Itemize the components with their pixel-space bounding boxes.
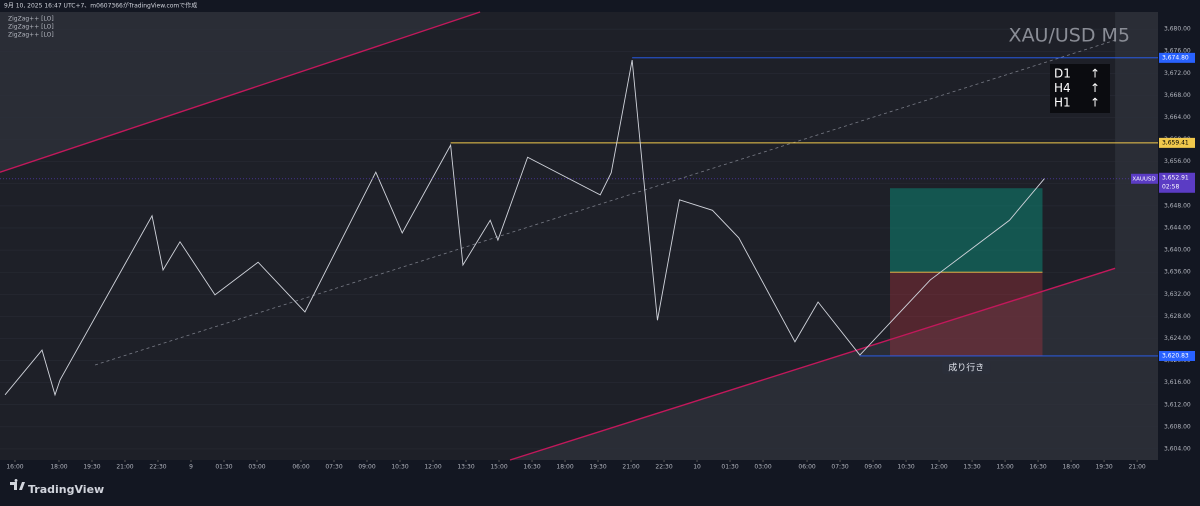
header: 9月 10, 2025 16:47 UTC+7、m0607366がTrading… xyxy=(4,2,197,10)
trend-arrow: ↑ xyxy=(1090,81,1100,95)
y-tick-label: 3,612.00 xyxy=(1164,401,1191,408)
take-profit-zone xyxy=(890,188,1043,273)
timeframe: D1 xyxy=(1054,67,1071,81)
x-tick-label: 19:30 xyxy=(589,464,606,471)
x-tick-label: 15:00 xyxy=(490,464,507,471)
x-tick-label: 13:30 xyxy=(457,464,474,471)
y-tick-label: 3,604.00 xyxy=(1164,445,1191,452)
trend-arrow: ↑ xyxy=(1090,96,1100,110)
y-tick-label: 3,672.00 xyxy=(1164,70,1191,77)
y-tick-label: 3,640.00 xyxy=(1164,247,1191,254)
trendline xyxy=(509,267,1116,461)
trendline xyxy=(94,39,1116,366)
x-tick-label: 22:30 xyxy=(655,464,672,471)
x-tick-label: 10 xyxy=(693,464,701,471)
x-tick-label: 22:30 xyxy=(149,464,166,471)
x-tick-label: 18:00 xyxy=(556,464,573,471)
y-tick-label: 3,632.00 xyxy=(1164,291,1191,298)
trend-arrow: ↑ xyxy=(1090,67,1100,81)
x-tick-label: 06:00 xyxy=(292,464,309,471)
indicator-label: ZigZag++ [LO] xyxy=(8,16,54,23)
x-tick-label: 19:30 xyxy=(1095,464,1112,471)
y-tick-label: 3,628.00 xyxy=(1164,313,1191,320)
y-tick-label: 3,648.00 xyxy=(1164,202,1191,209)
level-label-bg xyxy=(1159,52,1195,63)
y-tick-label: 3,616.00 xyxy=(1164,379,1191,386)
x-tick-label: 9 xyxy=(189,464,193,471)
x-tick-label: 12:00 xyxy=(424,464,441,471)
x-tick-label: 16:30 xyxy=(1029,464,1046,471)
x-tick-label: 09:00 xyxy=(864,464,881,471)
x-tick-label: 21:00 xyxy=(1128,464,1145,471)
y-tick-label: 3,676.00 xyxy=(1164,48,1191,55)
level-label-bg xyxy=(1159,137,1195,148)
x-tick-label: 13:30 xyxy=(963,464,980,471)
indicator-label: ZigZag++ [LO] xyxy=(8,32,54,39)
last-price-label: 3,652.91 xyxy=(1162,174,1189,181)
countdown: 02:58 xyxy=(1162,183,1179,190)
chart-title: XAU/USD M5 xyxy=(1009,25,1130,47)
symbol-label-bg xyxy=(1131,173,1158,184)
x-tick-label: 18:00 xyxy=(50,464,67,471)
y-tick-label: 3,608.00 xyxy=(1164,423,1191,430)
x-tick-label: 01:30 xyxy=(721,464,738,471)
x-tick-label: 01:30 xyxy=(215,464,232,471)
timeframe: H4 xyxy=(1054,81,1071,95)
x-tick-label: 15:00 xyxy=(996,464,1013,471)
x-tick-label: 19:30 xyxy=(83,464,100,471)
plot: 成り行き xyxy=(0,11,1158,461)
x-tick-label: 09:00 xyxy=(358,464,375,471)
x-tick-label: 07:30 xyxy=(325,464,342,471)
x-tick-label: 10:30 xyxy=(391,464,408,471)
y-tick-label: 3,624.00 xyxy=(1164,335,1191,342)
last-price-bg xyxy=(1159,172,1195,193)
x-tick-label: 21:00 xyxy=(622,464,639,471)
y-tick-label: 3,644.00 xyxy=(1164,224,1191,231)
y-tick-label: 3,636.00 xyxy=(1164,269,1191,276)
symbol-label: XAUUSD xyxy=(1132,176,1155,182)
x-tick-label: 03:00 xyxy=(248,464,265,471)
level-label: 3,659.41 xyxy=(1162,139,1189,146)
y-tick-label: 3,680.00 xyxy=(1164,26,1191,33)
level-label: 3,620.83 xyxy=(1162,352,1189,359)
indicator-label: ZigZag++ [LO] xyxy=(8,24,54,31)
x-tick-label: 12:00 xyxy=(930,464,947,471)
trendline xyxy=(0,11,481,173)
timeframe: H1 xyxy=(1054,96,1071,110)
x-tick-label: 18:00 xyxy=(1062,464,1079,471)
x-tick-label: 16:30 xyxy=(523,464,540,471)
x-tick-label: 03:00 xyxy=(754,464,771,471)
zigzag-line xyxy=(4,59,1046,397)
y-tick-label: 3,664.00 xyxy=(1164,114,1191,121)
y-tick-label: 3,656.00 xyxy=(1164,158,1191,165)
x-tick-label: 16:00 xyxy=(6,464,23,471)
brand-logo xyxy=(10,479,25,490)
y-tick-label: 3,668.00 xyxy=(1164,92,1191,99)
channel-fill xyxy=(0,12,1116,460)
x-tick-label: 07:30 xyxy=(831,464,848,471)
order-label: 成り行き xyxy=(948,361,984,373)
x-tick-label: 10:30 xyxy=(897,464,914,471)
level-label-bg xyxy=(1159,350,1195,361)
level-label: 3,674.80 xyxy=(1162,54,1189,61)
timeframe-box xyxy=(1050,64,1110,113)
x-tick-label: 21:00 xyxy=(116,464,133,471)
x-tick-label: 06:00 xyxy=(798,464,815,471)
brand: TradingView xyxy=(28,483,104,496)
stop-loss-zone xyxy=(890,272,1043,356)
order-label-bg xyxy=(942,360,991,374)
